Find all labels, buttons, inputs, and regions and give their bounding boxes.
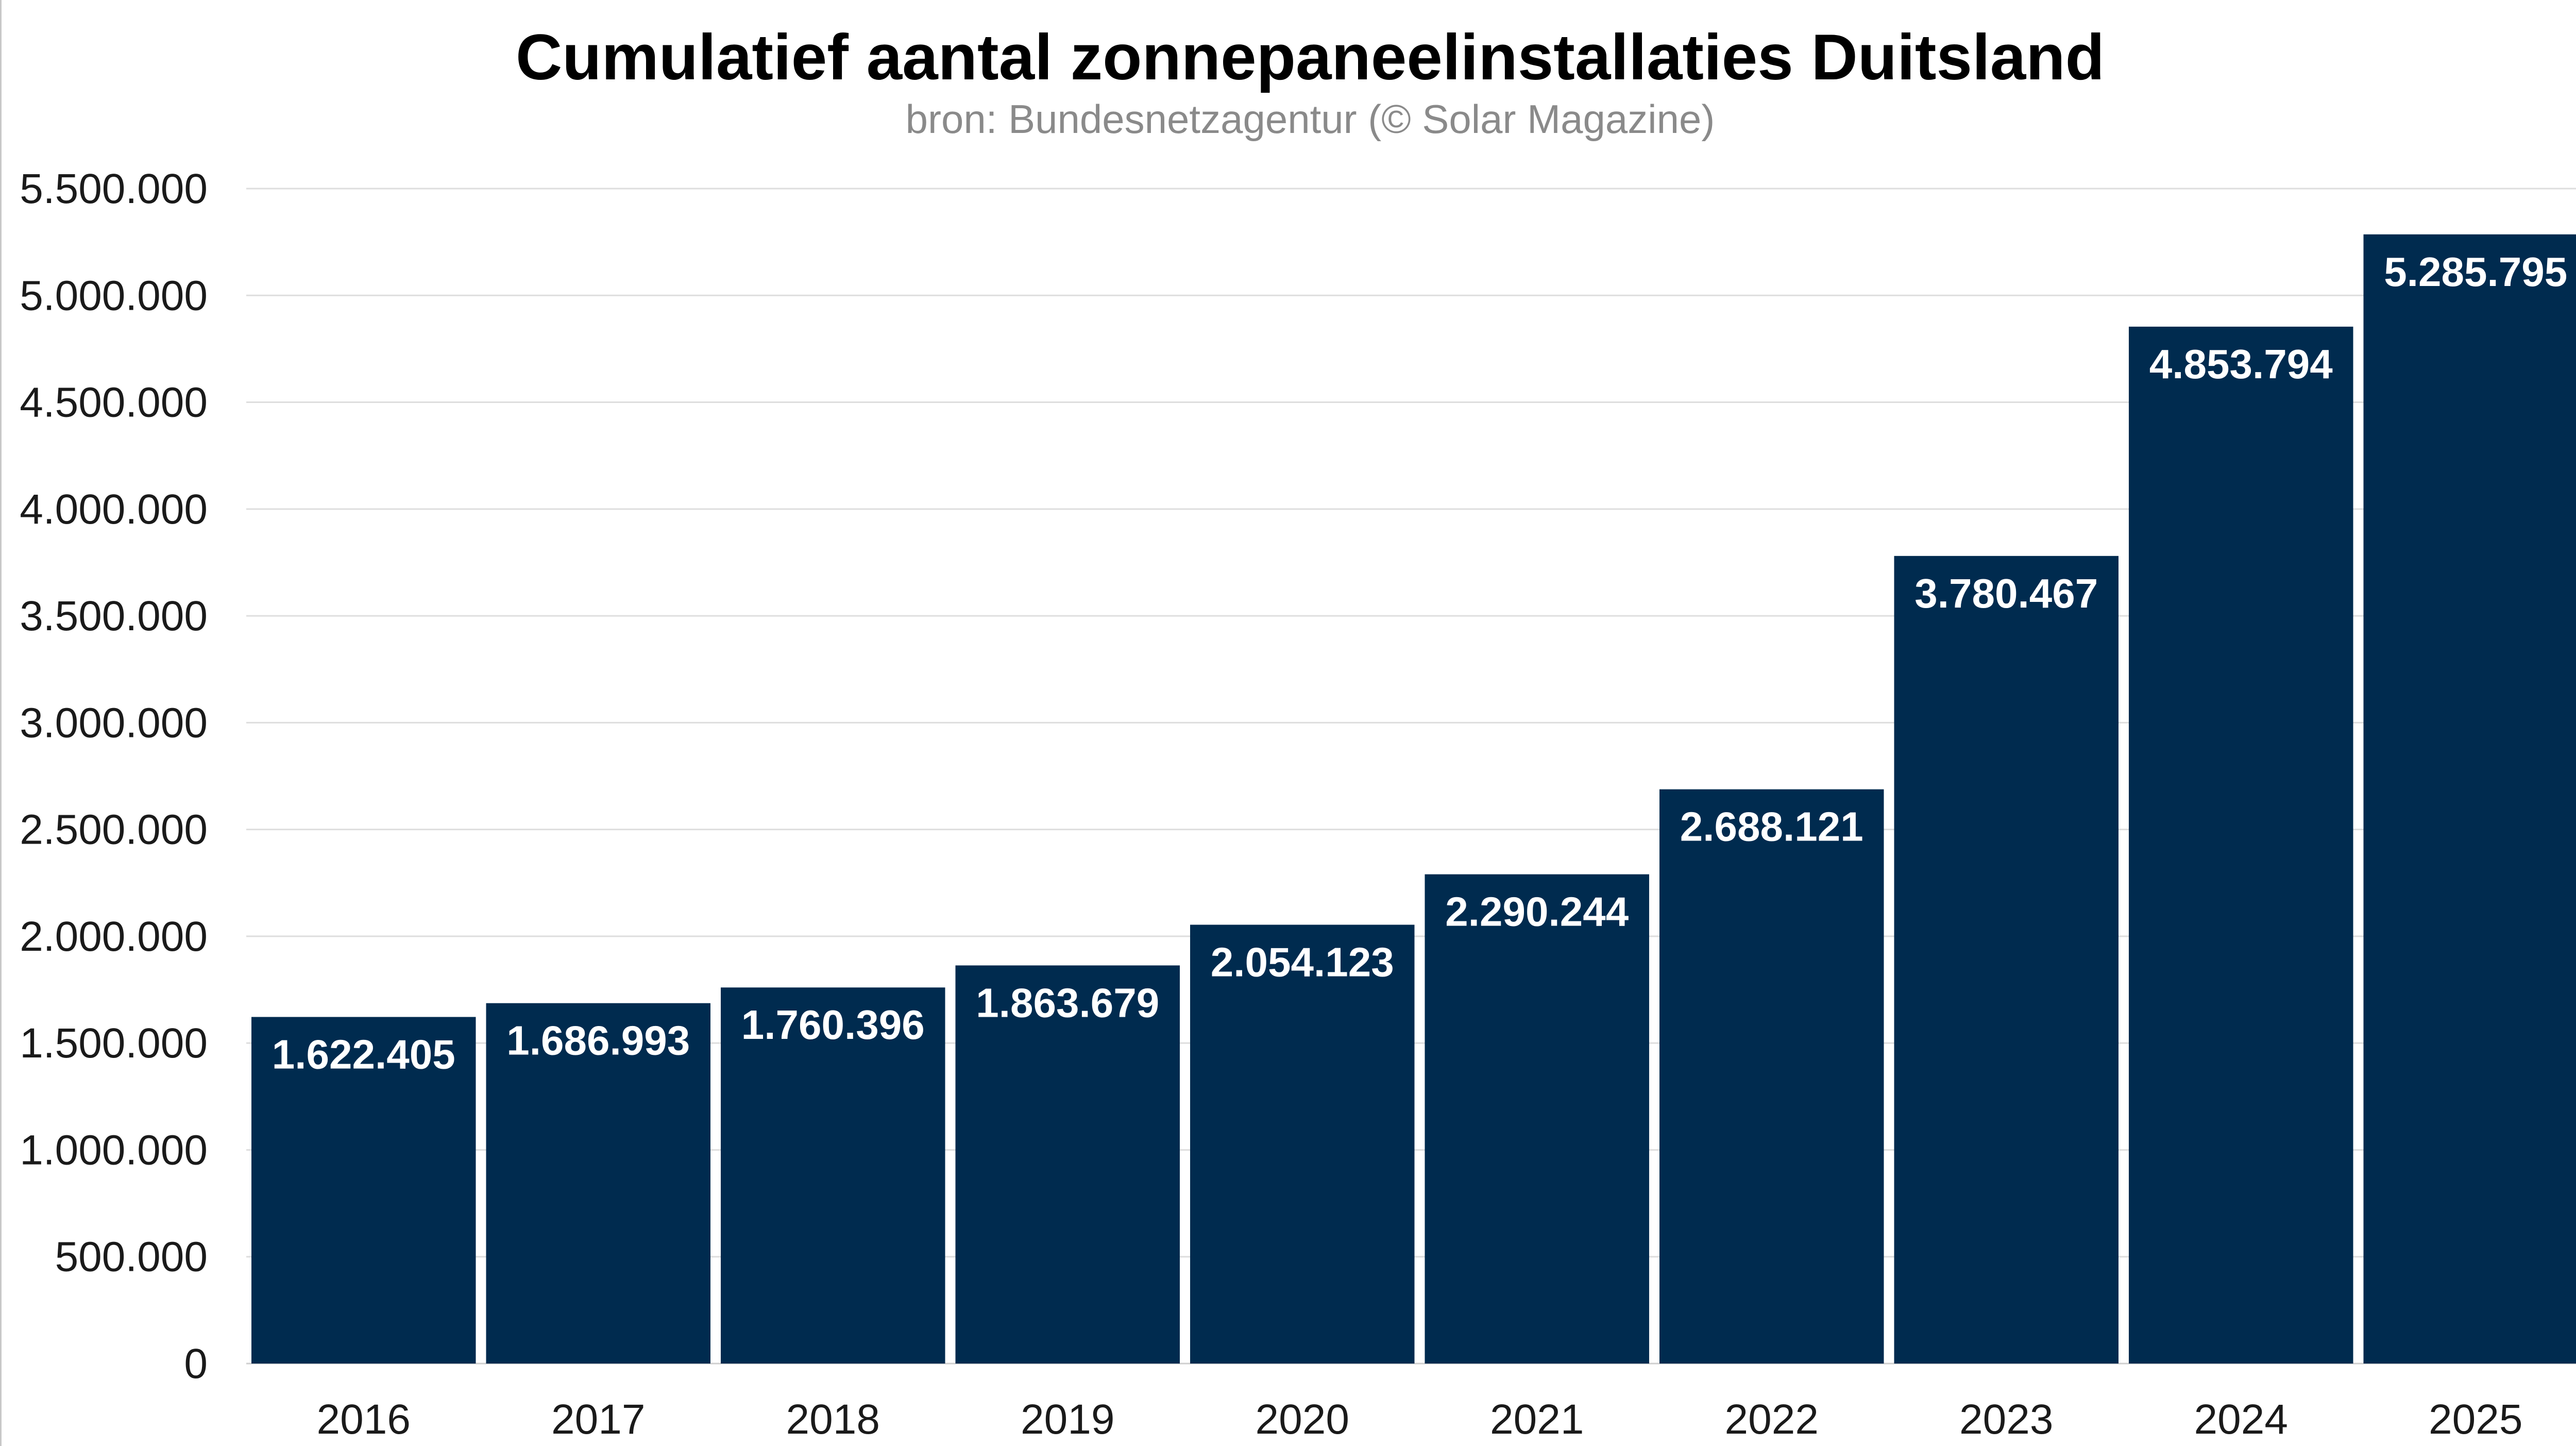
- x-tick-label: 2019: [1021, 1396, 1114, 1443]
- bar-2025: [2363, 234, 2576, 1364]
- data-label-2021: 2.290.244: [1445, 889, 1629, 935]
- data-label-2024: 4.853.794: [2149, 341, 2333, 387]
- y-tick-label: 0: [184, 1340, 208, 1387]
- y-tick-label: 2.500.000: [20, 806, 208, 853]
- bar-2020: [1190, 924, 1415, 1364]
- x-tick-label: 2018: [786, 1396, 880, 1443]
- bar-2016: [251, 1017, 476, 1364]
- data-label-2022: 2.688.121: [1680, 804, 1863, 850]
- bar-2023: [1894, 556, 2119, 1364]
- data-labels: 1.622.405 1.686.993 1.760.396 1.863.679 2.05…: [272, 249, 2567, 1078]
- data-label-2018: 1.760.396: [741, 1002, 925, 1048]
- x-tick-label: 2024: [2194, 1396, 2288, 1443]
- data-label-2020: 2.054.123: [1211, 939, 1394, 985]
- y-tick-label: 500.000: [55, 1234, 208, 1281]
- y-tick-label: 3.500.000: [20, 593, 208, 640]
- y-tick-label: 1.500.000: [20, 1020, 208, 1067]
- y-tick-label: 2.000.000: [20, 913, 208, 960]
- x-tick-label: 2016: [317, 1396, 411, 1443]
- bar-2024: [2129, 326, 2353, 1364]
- y-axis-ticks: 0 500.000 1.000.000 1.500.000 2.000.000 2.500…: [20, 165, 208, 1387]
- y-tick-label: 4.500.000: [20, 379, 208, 426]
- x-tick-label: 2022: [1725, 1396, 1819, 1443]
- y-tick-label: 4.000.000: [20, 486, 208, 533]
- data-label-2017: 1.686.993: [506, 1018, 690, 1064]
- bar-2022: [1659, 789, 1884, 1364]
- y-tick-label: 5.500.000: [20, 165, 208, 212]
- x-tick-label: 2021: [1490, 1396, 1584, 1443]
- y-tick-label: 3.000.000: [20, 699, 208, 746]
- bar-2019: [955, 965, 1180, 1364]
- data-label-2019: 1.863.679: [976, 980, 1159, 1025]
- bar-2017: [486, 1003, 710, 1364]
- bar-2018: [721, 987, 945, 1364]
- x-tick-label: 2020: [1256, 1396, 1349, 1443]
- data-label-2016: 1.622.405: [272, 1031, 455, 1077]
- chart-subtitle: bron: Bundesnetzagentur (© Solar Magazin…: [906, 96, 1715, 142]
- x-axis-ticks: 2016 2017 2018 2019 2020 2021 2022 2023 2024 2025: [317, 1396, 2523, 1443]
- bar-2021: [1425, 874, 1649, 1364]
- y-tick-label: 5.000.000: [20, 272, 208, 319]
- x-tick-label: 2017: [551, 1396, 645, 1443]
- x-tick-label: 2025: [2429, 1396, 2522, 1443]
- data-label-2023: 3.780.467: [1914, 570, 2098, 616]
- data-label-2025: 5.285.795: [2384, 249, 2567, 295]
- bars: [251, 234, 2576, 1364]
- chart-title: Cumulatief aantal zonnepaneelinstallatie…: [516, 22, 2105, 93]
- y-tick-label: 1.000.000: [20, 1126, 208, 1173]
- x-tick-label: 2023: [1959, 1396, 2053, 1443]
